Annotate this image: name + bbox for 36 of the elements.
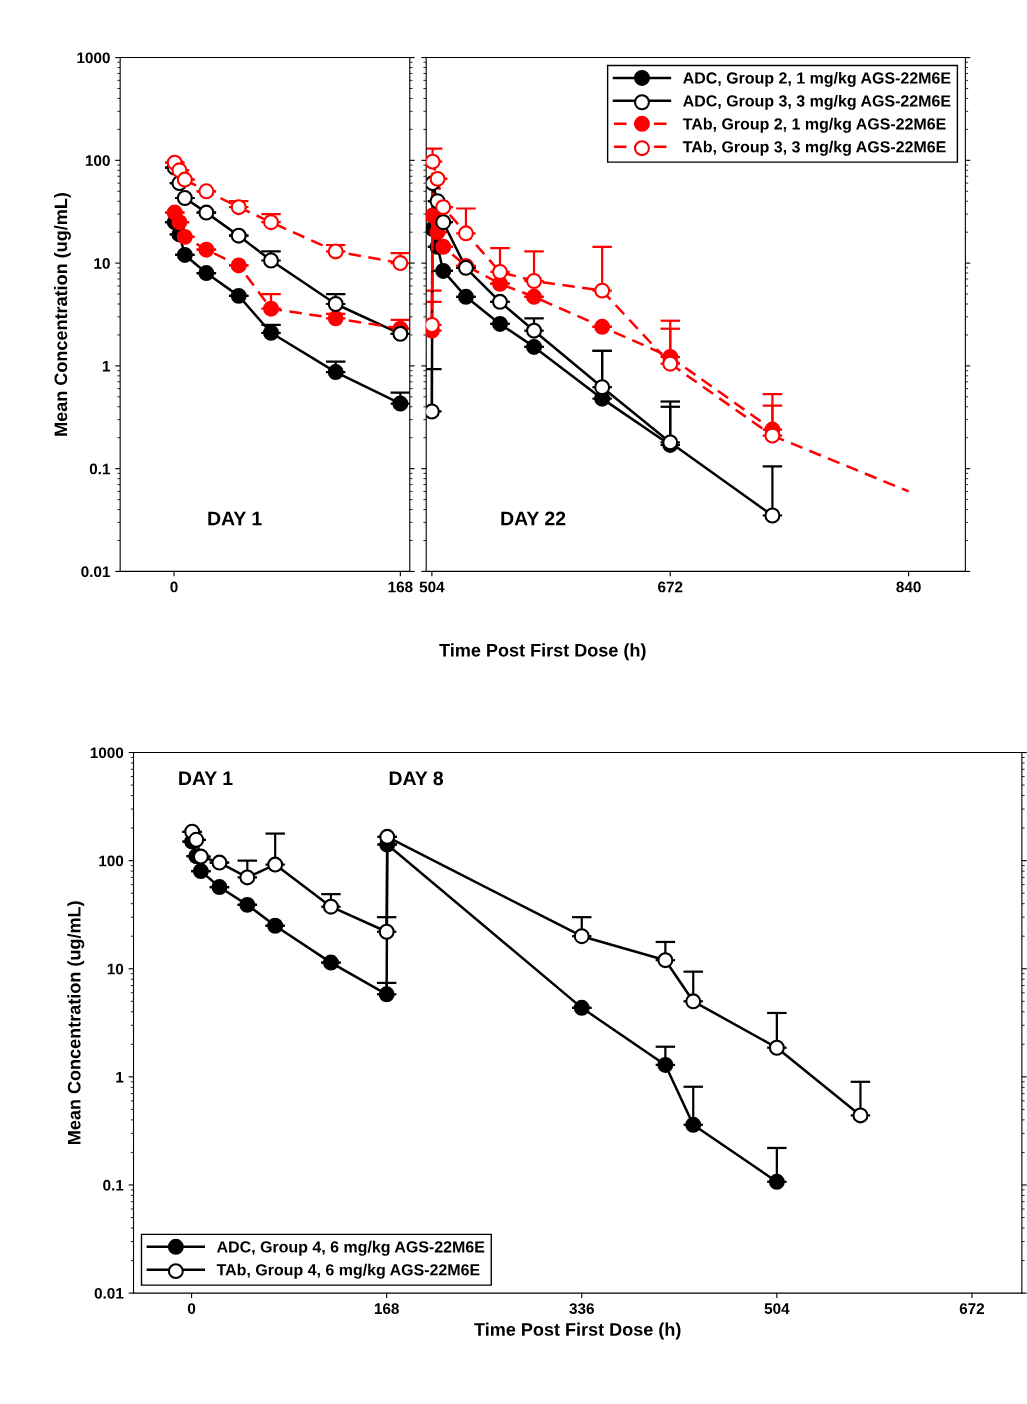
y-tick-label: 0.01 [81,566,111,578]
y-tick-label: 1 [116,1071,124,1083]
y-axis-title: Mean Concentration (ug/mL) [53,193,71,436]
legend-label: TAb, Group 3, 3 mg/kg AGS-22M6E [682,140,946,156]
annotation: DAY 1 [208,511,262,526]
x-tick-label: 672 [959,1303,985,1315]
y-tick-label: 1000 [77,52,110,64]
x-tick-label: 0 [170,581,178,593]
y-tick-label: 0.01 [94,1287,124,1299]
legend-label: TAb, Group 2, 1 mg/kg AGS-22M6E [682,117,946,133]
annotation: DAY 22 [501,511,566,526]
x-tick-label: 336 [569,1303,594,1315]
x-tick-label: 0 [187,1303,196,1315]
x-tick-label: 504 [419,581,445,593]
legend-label: TAb, Group 4, 6 mg/kg AGS-22M6E [216,1263,480,1279]
y-axis-title: Mean Concentration (ug/mL) [67,901,85,1144]
y-tick-label: 0.1 [89,463,111,475]
y-tick-label: 10 [107,963,124,975]
legend-label: ADC, Group 3, 3 mg/kg AGS-22M6E [683,94,951,110]
x-tick-label: 672 [658,581,683,593]
annotation: DAY 1 [179,771,233,785]
y-tick-label: 10 [94,257,110,269]
x-tick-label: 504 [764,1303,790,1315]
y-tick-label: 1 [102,360,111,372]
x-tick-label: 168 [388,581,413,593]
annotation: DAY 8 [389,771,444,786]
y-tick-label: 1000 [90,747,124,759]
x-tick-label: 840 [896,581,921,593]
legend-label: ADC, Group 4, 6 mg/kg AGS-22M6E [216,1240,485,1256]
y-tick-label: 100 [99,855,124,867]
x-axis-title: Time Post First Dose (h) [474,1322,681,1340]
legend-label: ADC, Group 2, 1 mg/kg AGS-22M6E [683,71,951,87]
x-axis-title: Time Post First Dose (h) [439,643,646,661]
y-tick-label: 100 [85,155,110,167]
x-tick-label: 168 [374,1303,399,1315]
y-tick-label: 0.1 [103,1179,124,1191]
